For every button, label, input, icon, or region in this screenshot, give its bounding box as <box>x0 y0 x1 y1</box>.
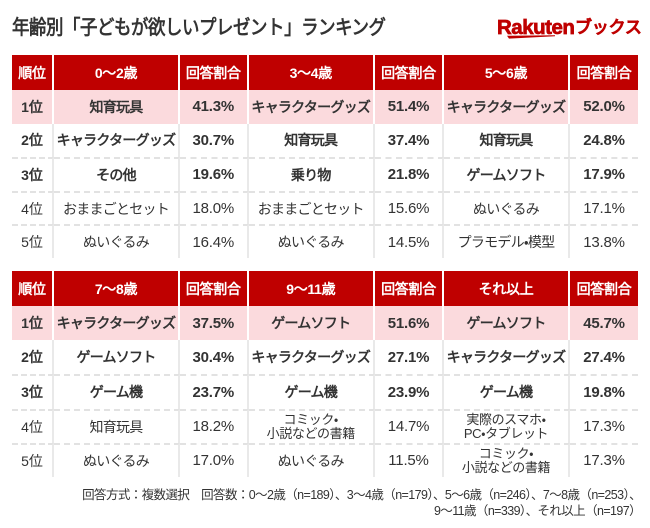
svg-text:ブックス: ブックス <box>575 17 642 37</box>
svg-text:Rakuten: Rakuten <box>497 16 574 39</box>
